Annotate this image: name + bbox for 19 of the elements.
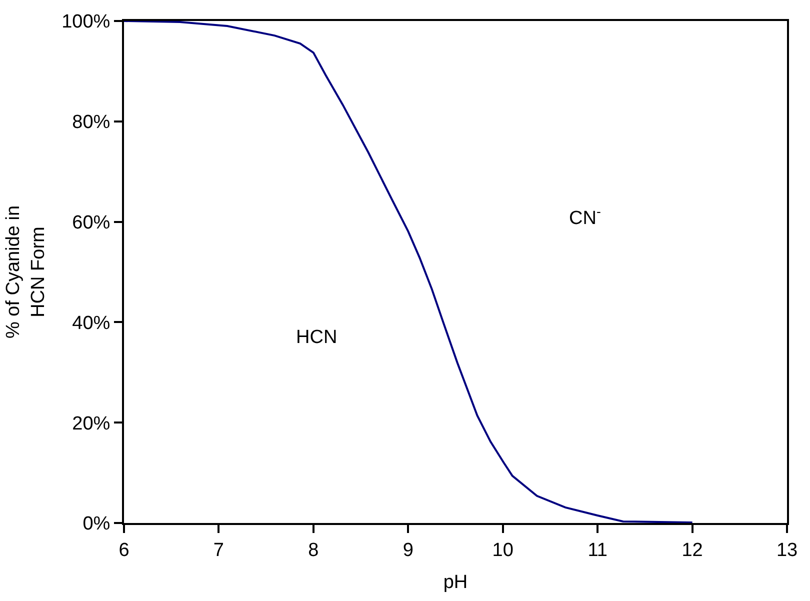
x-tick-label: 7 — [213, 540, 224, 561]
annotation: HCN — [296, 327, 338, 348]
y-tick-label: 20% — [72, 413, 110, 434]
x-tick-label: 12 — [682, 540, 703, 561]
x-tick-label: 9 — [402, 540, 414, 561]
x-tick-label: 11 — [588, 540, 608, 561]
y-tick-label: 60% — [72, 212, 110, 234]
y-tick-label: 40% — [72, 312, 110, 334]
x-axis-title: pH — [443, 572, 468, 594]
y-tick-label: 80% — [72, 112, 110, 134]
x-tick-label: 10 — [492, 540, 514, 561]
x-tick-label: 8 — [308, 540, 319, 561]
y-tick-label: 0% — [82, 514, 110, 535]
x-tick-label: 13 — [776, 540, 798, 561]
annotation: CN$^{-}$ — [569, 204, 601, 229]
y-tick-label: 100% — [62, 12, 110, 33]
x-tick-label: 6 — [118, 540, 130, 561]
y-axis-title: % of Cyanide in HCN Form — [3, 205, 49, 339]
line-series — [124, 21, 694, 523]
